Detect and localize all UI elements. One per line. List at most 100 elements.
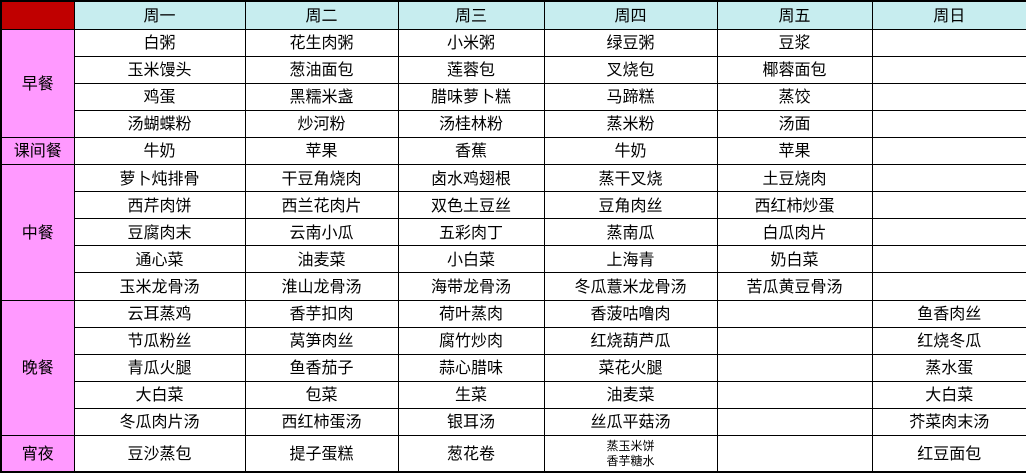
menu-cell: 香芋扣肉	[244, 299, 399, 328]
menu-cell: 蒸玉米饼 香芋糖水	[543, 435, 718, 473]
menu-cell: 冬瓜薏米龙骨汤	[543, 272, 718, 301]
menu-cell: 椰蓉面包	[716, 55, 873, 84]
menu-cell: 萝卜炖排骨	[73, 164, 246, 193]
menu-cell: 红烧葫芦瓜	[543, 326, 718, 355]
menu-cell: 红烧冬瓜	[871, 326, 1026, 355]
menu-cell: 西红柿蛋汤	[244, 408, 399, 437]
day-header: 周三	[397, 0, 545, 30]
menu-cell: 叉烧包	[543, 55, 718, 84]
menu-cell	[716, 299, 873, 328]
meal-section-label: 课间餐	[0, 136, 75, 166]
menu-cell: 腊味萝卜糕	[397, 82, 545, 111]
menu-cell: 大白菜	[871, 380, 1026, 410]
menu-cell: 汤桂林粉	[397, 109, 545, 138]
menu-cell: 西兰花肉片	[244, 191, 399, 220]
day-header: 周四	[543, 0, 718, 30]
menu-cell: 卤水鸡翅根	[397, 164, 545, 193]
menu-cell: 蒸干叉烧	[543, 164, 718, 193]
menu-cell: 黑糯米盏	[244, 82, 399, 111]
menu-cell: 生菜	[397, 380, 545, 410]
menu-cell: 芥菜肉末汤	[871, 408, 1026, 437]
menu-cell: 牛奶	[543, 136, 718, 166]
table-row: 豆腐肉末 云南小瓜 五彩肉丁 蒸南瓜 白瓜肉片	[1, 218, 1026, 247]
menu-cell: 青瓜火腿	[73, 353, 246, 382]
menu-cell	[716, 435, 873, 473]
menu-cell: 葱油面包	[244, 55, 399, 84]
menu-cell: 牛奶	[73, 136, 246, 166]
menu-cell: 马蹄糕	[543, 82, 718, 111]
menu-cell: 小米粥	[397, 28, 545, 57]
corner-cell	[0, 0, 75, 30]
menu-cell: 香蕉	[397, 136, 545, 166]
menu-cell: 云耳蒸鸡	[73, 299, 246, 328]
menu-cell: 苹果	[716, 136, 873, 166]
menu-cell: 蒸米粉	[543, 109, 718, 138]
day-header: 周一	[73, 0, 246, 30]
menu-cell	[716, 353, 873, 382]
menu-cell: 白瓜肉片	[716, 218, 873, 247]
table-row: 玉米馒头 葱油面包 莲蓉包 叉烧包 椰蓉面包	[1, 55, 1026, 84]
menu-cell: 包菜	[244, 380, 399, 410]
menu-cell: 冬瓜肉片汤	[73, 408, 246, 437]
menu-cell	[871, 109, 1026, 138]
menu-cell	[871, 164, 1026, 193]
menu-cell	[871, 191, 1026, 220]
day-header: 周日	[871, 0, 1026, 30]
table-row: 宵夜 豆沙蒸包 提子蛋糕 葱花卷 蒸玉米饼 香芋糖水 红豆面包	[0, 435, 1026, 473]
menu-cell: 奶白菜	[716, 245, 873, 274]
menu-cell: 干豆角烧肉	[244, 164, 399, 193]
menu-cell: 豆浆	[716, 28, 873, 57]
menu-cell: 油麦菜	[244, 245, 399, 274]
table-row: 汤蝴蝶粉 炒河粉 汤桂林粉 蒸米粉 汤面	[1, 109, 1026, 138]
table-row: 大白菜 包菜 生菜 油麦菜 大白菜	[1, 380, 1026, 410]
menu-cell: 提子蛋糕	[244, 435, 399, 473]
meal-section-label: 宵夜	[0, 435, 75, 473]
menu-cell: 银耳汤	[397, 408, 545, 437]
menu-cell	[871, 82, 1026, 111]
menu-cell: 豆角肉丝	[543, 191, 718, 220]
menu-cell: 花生肉粥	[244, 28, 399, 57]
menu-cell	[716, 380, 873, 410]
menu-cell: 荷叶蒸肉	[397, 299, 545, 328]
menu-cell: 葱花卷	[397, 435, 545, 473]
menu-cell: 节瓜粉丝	[73, 326, 246, 355]
day-header: 周二	[244, 0, 399, 30]
menu-cell: 油麦菜	[543, 380, 718, 410]
menu-cell: 豆腐肉末	[73, 218, 246, 247]
menu-cell: 鸡蛋	[73, 82, 246, 111]
menu-cell	[716, 326, 873, 355]
header-row: 周一 周二 周三 周四 周五 周日	[0, 0, 1026, 30]
menu-cell: 香菠咕噜肉	[543, 299, 718, 328]
menu-cell: 腐竹炒肉	[397, 326, 545, 355]
menu-cell: 西红柿炒蛋	[716, 191, 873, 220]
menu-cell	[871, 218, 1026, 247]
menu-cell: 云南小瓜	[244, 218, 399, 247]
menu-cell: 土豆烧肉	[716, 164, 873, 193]
table-row: 鸡蛋 黑糯米盏 腊味萝卜糕 马蹄糕 蒸饺	[1, 82, 1026, 111]
menu-cell: 莲蓉包	[397, 55, 545, 84]
meal-section-label: 中餐	[0, 164, 75, 301]
table-row: 节瓜粉丝 莴笋肉丝 腐竹炒肉 红烧葫芦瓜 红烧冬瓜	[1, 326, 1026, 355]
menu-cell: 白粥	[73, 28, 246, 57]
menu-cell	[716, 408, 873, 437]
table-row: 早餐 白粥 花生肉粥 小米粥 绿豆粥 豆浆	[0, 28, 1026, 138]
menu-cell: 蒸南瓜	[543, 218, 718, 247]
menu-cell: 汤面	[716, 109, 873, 138]
table-row: 西芹肉饼 西兰花肉片 双色土豆丝 豆角肉丝 西红柿炒蛋	[1, 191, 1026, 220]
menu-cell	[871, 28, 1026, 57]
menu-cell: 绿豆粥	[543, 28, 718, 57]
menu-cell: 海带龙骨汤	[397, 272, 545, 301]
menu-cell: 上海青	[543, 245, 718, 274]
meal-section-label: 早餐	[0, 28, 75, 138]
menu-cell: 鱼香肉丝	[871, 299, 1026, 328]
menu-cell: 红豆面包	[871, 435, 1026, 473]
menu-cell: 小白菜	[397, 245, 545, 274]
menu-cell: 大白菜	[73, 380, 246, 410]
table-row: 晚餐 云耳蒸鸡 香芋扣肉 荷叶蒸肉 香菠咕噜肉 鱼香肉丝	[0, 299, 1026, 437]
menu-cell: 蒸水蛋	[871, 353, 1026, 382]
menu-cell: 汤蝴蝶粉	[73, 109, 246, 138]
menu-cell	[871, 55, 1026, 84]
menu-cell	[871, 245, 1026, 274]
menu-cell: 苹果	[244, 136, 399, 166]
